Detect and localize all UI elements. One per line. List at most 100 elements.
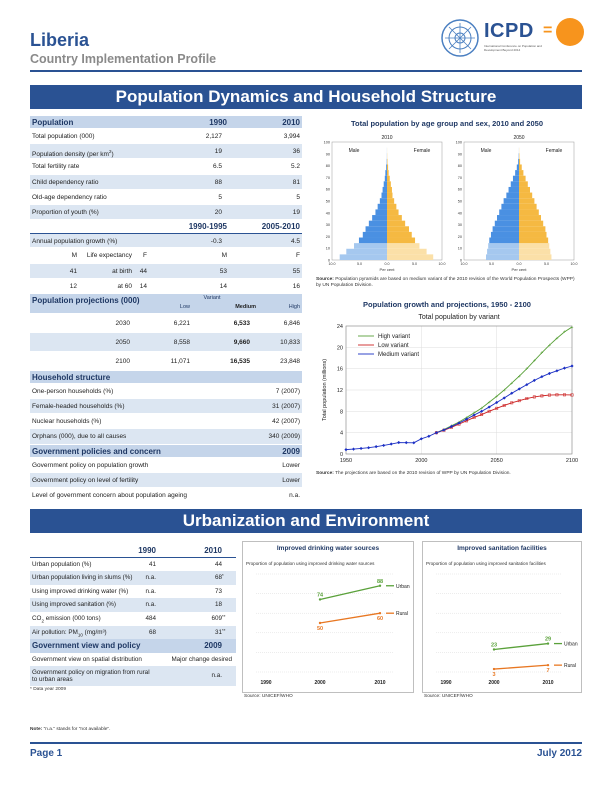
mf-1: F bbox=[143, 252, 147, 260]
low-variant-line bbox=[436, 394, 573, 434]
small-legend-label: Rural bbox=[564, 663, 576, 669]
pyramid-male-bar bbox=[516, 164, 519, 171]
sanit-chart-box bbox=[422, 541, 582, 693]
growth-y-tick: 12 bbox=[337, 388, 343, 394]
pyramid-y-tick: 70 bbox=[458, 176, 462, 180]
pyramid-y-tick: 30 bbox=[326, 223, 330, 227]
small-series-line bbox=[493, 664, 549, 670]
pyramid-female-bar bbox=[519, 215, 541, 221]
small-series-point bbox=[492, 648, 496, 651]
medium-variant-point bbox=[442, 428, 446, 432]
policies-header-row: Government policies and concern 2009 bbox=[30, 444, 302, 458]
urban-row-v1: 41 bbox=[148, 560, 156, 568]
high-variant-point: + bbox=[555, 336, 558, 342]
growth-legend-label: Medium variant bbox=[378, 352, 419, 358]
pyramid-x-tick: 10.0 bbox=[461, 262, 468, 266]
historical-point bbox=[374, 445, 378, 449]
small-series-line bbox=[319, 612, 381, 624]
pyramid-source: Source: Population pyramids are based on… bbox=[316, 277, 578, 289]
pyramid-male-bar bbox=[518, 158, 519, 165]
pyramid-x-tick: 5.0 bbox=[357, 262, 362, 266]
policy-label: Government policy on population growth bbox=[32, 461, 149, 469]
pyramid-male-bar bbox=[346, 248, 387, 255]
policies-year: 2009 bbox=[282, 446, 300, 456]
low-variant-point bbox=[510, 401, 514, 405]
growth-v1: -0.3 bbox=[210, 238, 222, 246]
population-row-label-wrap: Population density (per km2) bbox=[32, 144, 114, 162]
pyramid-year: 2010 bbox=[381, 135, 392, 141]
urban-policy-row-1: Government policy on migration from rura… bbox=[30, 666, 236, 687]
growth-y-label: Total population (millions) bbox=[322, 359, 328, 421]
urban-row-note: ** bbox=[222, 627, 226, 633]
pyramid-female-bar bbox=[519, 237, 549, 244]
high-variant-point: + bbox=[488, 400, 491, 406]
pyramid-female-bar bbox=[387, 170, 389, 176]
urban-row-note: * bbox=[222, 573, 224, 579]
projection-medium: 6,533 bbox=[233, 319, 250, 327]
pyramid-y-tick: 10 bbox=[458, 247, 462, 251]
population-row: Old-age dependency ratio 5 5 bbox=[30, 190, 302, 205]
pyramid-male-bar bbox=[368, 220, 387, 227]
high-variant-point: + bbox=[503, 388, 506, 394]
pyramid-y-tick: 20 bbox=[458, 235, 462, 239]
period-header-row: 1990-1995 2005-2010 bbox=[30, 220, 302, 234]
urban-row-v2: 609 bbox=[211, 614, 222, 622]
population-row-v2: 5 bbox=[296, 193, 300, 201]
col-1990-1995: 1990-1995 bbox=[188, 222, 227, 232]
pyramid-male-bar bbox=[492, 226, 519, 232]
pyramid-female-label: Female bbox=[414, 148, 431, 154]
urban-row-v2: 68 bbox=[214, 574, 222, 582]
urban-policy-value-0: Major change desired bbox=[171, 655, 232, 663]
household-value: 42 (2007) bbox=[272, 418, 300, 426]
urban-row-label-wrap: Using improved sanitation (%) bbox=[32, 598, 116, 612]
urban-row-v1: 68 bbox=[148, 628, 156, 636]
urban-policy-header: Government view and policy 2009 bbox=[30, 639, 236, 653]
small-data-label: 7 bbox=[546, 668, 549, 674]
pyramid-male-bar bbox=[512, 175, 519, 182]
policy-value: n.a. bbox=[289, 492, 300, 499]
growth-v2: 4.5 bbox=[290, 238, 300, 246]
pyramid-female-bar bbox=[387, 248, 427, 255]
historical-point bbox=[367, 446, 371, 450]
urban-policy-title: Government view and policy bbox=[32, 641, 141, 651]
medium-variant-point bbox=[540, 375, 544, 379]
subscript: 10 bbox=[77, 631, 83, 637]
pyramid-female-bar bbox=[387, 186, 392, 193]
medium-variant-point bbox=[457, 421, 461, 425]
small-data-label: 3 bbox=[492, 672, 495, 678]
medium-variant-point bbox=[562, 366, 567, 370]
pyramid-x-tick: 10.0 bbox=[571, 262, 578, 266]
pyramid-y-tick: 0 bbox=[460, 259, 462, 263]
household-label: Female-headed households (%) bbox=[32, 403, 125, 411]
projection-year: 2050 bbox=[115, 338, 130, 346]
pyramid-y-tick: 80 bbox=[458, 164, 462, 168]
pyramid-male-bar bbox=[494, 220, 519, 227]
pyramid-female-bar bbox=[519, 175, 526, 182]
page-subtitle: Country Implementation Profile bbox=[30, 52, 217, 66]
medium-variant-point bbox=[517, 387, 521, 391]
pyramid-female-bar bbox=[387, 243, 420, 249]
population-row-v2: 36 bbox=[292, 148, 300, 156]
pyramid-female-bar bbox=[519, 209, 539, 216]
projection-year: 2100 bbox=[115, 357, 130, 365]
historical-line bbox=[345, 432, 437, 451]
pyramid-y-tick: 0 bbox=[328, 259, 330, 263]
small-series-line bbox=[493, 642, 549, 651]
small-data-label: 50 bbox=[317, 626, 323, 632]
pyramid-male-bar bbox=[377, 203, 387, 210]
page-note: Note: "n.a." stands for "not available". bbox=[30, 727, 110, 732]
projection-medium: 9,660 bbox=[233, 338, 250, 346]
sixty-2: 14 bbox=[219, 282, 227, 290]
pyramid-female-bar bbox=[387, 175, 390, 182]
subscript: 2 bbox=[41, 618, 44, 624]
population-row-v1: 19 bbox=[214, 148, 222, 156]
high-variant-point: + bbox=[563, 330, 566, 336]
pyramid-male-bar bbox=[372, 215, 387, 221]
historical-point bbox=[412, 441, 416, 445]
pyramid-x-tick: 5.0 bbox=[412, 262, 417, 266]
urban-row-v1: n.a. bbox=[145, 601, 156, 609]
pyramid-female-bar bbox=[519, 164, 522, 171]
pyramid-female-bar bbox=[519, 170, 524, 176]
pyramid-male-bar bbox=[503, 198, 519, 204]
small-data-label: 88 bbox=[377, 579, 383, 585]
